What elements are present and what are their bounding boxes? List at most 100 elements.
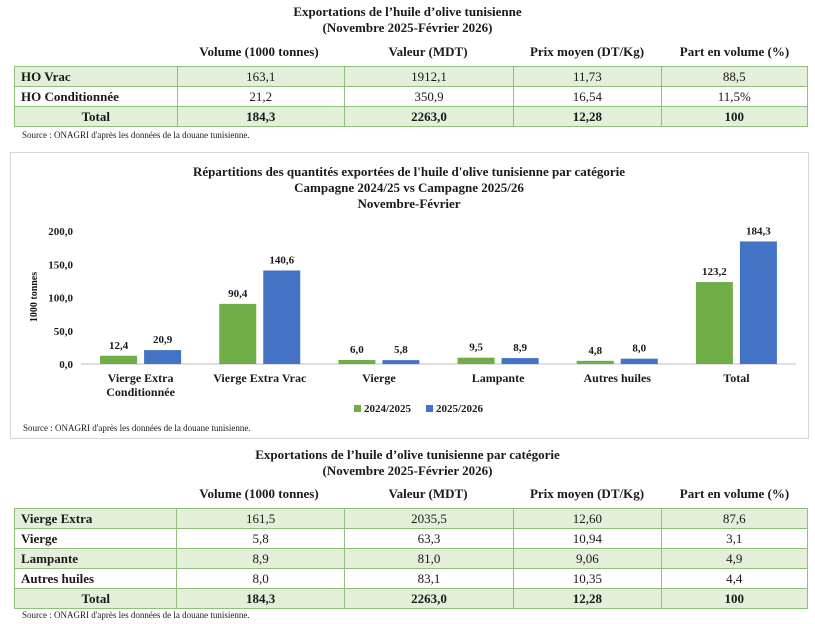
table1-headers: Volume (1000 tonnes) Valeur (MDT) Prix m… [0,44,815,62]
bar [695,282,733,364]
table1-header-part: Part en volume (%) [679,44,790,59]
cell: 2263,0 [343,106,515,127]
cell: 4,4 [660,568,809,589]
legend-swatch [354,405,361,412]
row-label: Total [14,106,178,127]
table-row: Vierge 5,8 63,3 10,94 3,1 [13,528,809,549]
data-label: 12,4 [109,340,129,352]
bar [739,241,777,364]
x-tick-label: Vierge Extra Vrac [213,371,307,385]
chart-title: Répartitions des quantités exportées de … [193,164,625,179]
cell: 12,60 [513,508,662,529]
table1-header-volume: Volume (1000 tonnes) [199,44,319,59]
table2-headers: Volume (1000 tonnes) Valeur (MDT) Prix m… [0,486,815,504]
cell: 184,3 [176,106,345,127]
cell: 87,6 [660,508,809,529]
cell: 10,94 [513,528,662,549]
table1: HO Vrac 163,1 1912,1 11,73 88,5 HO Condi… [14,66,809,127]
cell: 8,9 [176,548,345,569]
table-row: HO Conditionnée 21,2 350,9 16,54 11,5% [14,86,809,107]
chart-container: Répartitions des quantités exportées de … [10,152,809,439]
cell: 4,9 [660,548,809,569]
cell: 184,3 [176,588,345,609]
bar [501,358,539,364]
data-label: 5,8 [394,344,408,356]
cell: 5,8 [176,528,345,549]
data-label: 123,2 [702,266,727,278]
table2-header-prix: Prix moyen (DT/Kg) [529,486,645,501]
cell: 350,9 [343,86,515,107]
x-tick-label: Lampante [472,371,525,385]
data-label: 90,4 [228,288,248,300]
row-label: Total [13,588,178,609]
cell: 3,1 [660,528,809,549]
y-tick-label: 150,0 [48,259,73,271]
x-tick-label: Vierge Extra [108,371,174,385]
table2-title: Exportations de l’huile d’olive tunisien… [255,447,560,462]
data-label: 140,6 [269,255,294,267]
y-tick-label: 0,0 [59,359,73,371]
row-label: Vierge [13,528,178,549]
cell: 100 [660,588,809,609]
x-tick-label: Total [723,371,750,385]
table2-subtitle: (Novembre 2025-Février 2026) [322,463,493,478]
data-label: 184,3 [746,225,771,237]
total-row: Total 184,3 2263,0 12,28 100 [14,106,809,127]
plot-area: 0,0 50,0 100,0 150,0 200,0 12,4 20,9 Vierge Ext… [48,225,796,399]
table1-source: Source : ONAGRI d'après les données de l… [22,130,250,140]
y-axis-label: 1000 tonnes [29,272,40,322]
cell: 1912,1 [343,66,515,87]
bar [263,270,301,364]
table-row: Autres huiles 8,0 83,1 10,35 4,4 [13,568,809,589]
table2-header-valeur: Valeur (MDT) [388,486,468,501]
cell: 2263,0 [343,588,515,609]
y-tick-label: 200,0 [48,226,73,238]
data-label: 8,9 [513,342,527,354]
bar [338,360,376,364]
table1-title: Exportations de l’huile d’olive tunisien… [293,4,522,19]
bar [382,360,420,364]
cell: 83,1 [343,568,515,589]
data-label: 20,9 [153,334,173,346]
bar [576,360,614,364]
cell: 161,5 [176,508,345,529]
cell: 12,28 [513,588,662,609]
x-tick-label: Vierge [362,371,396,385]
cell: 9,06 [513,548,662,569]
bar [457,357,495,364]
y-tick-label: 100,0 [48,293,73,305]
bar [219,303,257,364]
table2-source: Source : ONAGRI d'après les données de l… [22,610,250,620]
cell: 21,2 [176,86,345,107]
row-label: HO Conditionnée [14,86,178,107]
chart-source: Source : ONAGRI d'après les données de l… [23,423,251,433]
data-label: 4,8 [588,345,602,357]
table-row: Lampante 8,9 81,0 9,06 4,9 [13,548,809,569]
data-label: 9,5 [469,342,483,354]
cell: 100 [660,106,809,127]
cell: 163,1 [176,66,345,87]
cell: 16,54 [513,86,662,107]
chart-subtitle: Campagne 2024/25 vs Campagne 2025/26 [294,180,524,195]
row-label: Vierge Extra [13,508,178,529]
row-label: HO Vrac [14,66,178,87]
table-row: Vierge Extra 161,5 2035,5 12,60 87,6 [13,508,809,529]
cell: 63,3 [343,528,515,549]
x-tick-label: Autres huiles [584,371,652,385]
legend-label: 2024/2025 [364,403,412,415]
bar [100,355,138,364]
legend-label: 2025/2026 [436,403,484,415]
cell: 88,5 [660,66,809,87]
cell: 12,28 [513,106,662,127]
row-label: Autres huiles [13,568,178,589]
y-tick-label: 50,0 [54,326,74,338]
legend-swatch [426,405,433,412]
table2-header-part: Part en volume (%) [679,486,790,501]
cell: 10,35 [513,568,662,589]
table1-header-valeur: Valeur (MDT) [388,44,468,59]
chart-legend: 2024/2025 2025/2026 [354,403,484,415]
x-tick-label: Conditionnée [106,385,175,399]
data-label: 6,0 [350,344,364,356]
table-row: HO Vrac 163,1 1912,1 11,73 88,5 [14,66,809,87]
cell: 11,5% [660,86,809,107]
